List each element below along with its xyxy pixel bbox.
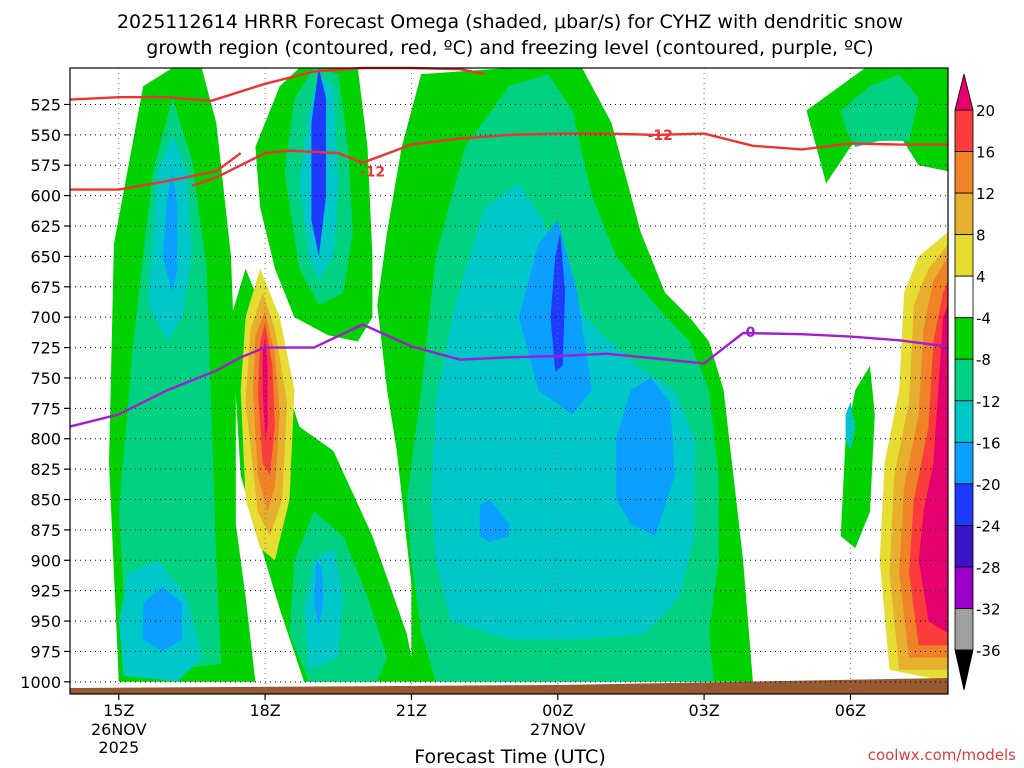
colorbar-label--8: -8 xyxy=(976,351,991,369)
colorbar-swatch xyxy=(954,483,974,526)
colorbar-label-8: 8 xyxy=(976,227,986,245)
y-tick-label-850: 850 xyxy=(30,491,61,510)
colorbar-swatch xyxy=(954,524,974,568)
y-tick-label-875: 875 xyxy=(30,521,61,540)
y-tick-label-700: 700 xyxy=(30,308,61,327)
colorbar-swatch xyxy=(954,608,974,651)
y-tick-label-650: 650 xyxy=(30,247,61,266)
y-tick-label-900: 900 xyxy=(30,551,61,570)
contour-label-freezing_level: 0 xyxy=(746,325,756,341)
x-tick-date-00Z: 27NOV xyxy=(530,720,586,739)
omega-region-1 xyxy=(118,98,222,676)
x-tick-label-00Z: 00Z xyxy=(542,701,573,720)
x-tick-label-15Z: 15Z xyxy=(103,701,134,720)
y-tick-label-800: 800 xyxy=(30,430,61,449)
colorbar-label--20: -20 xyxy=(976,476,1001,494)
colorbar-swatch xyxy=(954,400,974,443)
y-tick-label-525: 525 xyxy=(30,95,61,114)
chart-title-line-2: growth region (contoured, red, ºC) and f… xyxy=(146,37,873,59)
colorbar-max-arrow xyxy=(954,73,974,111)
y-tick-label-1000: 1000 xyxy=(20,673,61,692)
y-tick-label-950: 950 xyxy=(30,612,61,631)
y-tick-label-625: 625 xyxy=(30,217,61,236)
colorbar-label-20: 20 xyxy=(976,102,995,120)
y-tick-label-975: 975 xyxy=(30,642,61,661)
omega-region-13 xyxy=(313,560,324,628)
colorbar-swatch xyxy=(954,151,974,194)
omega-region-18 xyxy=(616,378,675,536)
colorbar-label--12: -12 xyxy=(976,393,1001,411)
colorbar-label--36: -36 xyxy=(976,642,1001,660)
terrain-fill xyxy=(70,678,948,694)
contour-dgz_mid xyxy=(191,132,948,188)
colorbar-label-16: 16 xyxy=(976,144,995,162)
chart-title-line-1: 2025112614 HRRR Forecast Omega (shaded, … xyxy=(117,11,903,33)
contour-dgz_low xyxy=(70,152,242,191)
colorbar-label-12: 12 xyxy=(976,185,995,203)
colorbar-swatch xyxy=(954,358,974,402)
omega-region-9 xyxy=(311,68,327,257)
omega-region-29 xyxy=(918,305,948,634)
y-tick-label-825: 825 xyxy=(30,460,61,479)
colorbar-label--24: -24 xyxy=(976,517,1001,535)
omega-region-19 xyxy=(479,499,509,543)
colorbar-label-4: 4 xyxy=(976,268,986,286)
y-tick-label-675: 675 xyxy=(30,278,61,297)
omega-region-20 xyxy=(550,232,566,372)
colorbar-swatch xyxy=(954,109,974,152)
colorbar-label--16: -16 xyxy=(976,434,1001,452)
x-tick-label-18Z: 18Z xyxy=(249,701,280,720)
plot-frame xyxy=(69,67,949,695)
colorbar-swatch xyxy=(954,317,974,360)
colorbar: 20 16 12 8 4 -4 -8 -12 -16 -20 -24 -28 -32 -36 xyxy=(954,73,1001,691)
y-tick-label-775: 775 xyxy=(30,399,61,418)
contour-freezing_level xyxy=(69,323,949,428)
omega-region-22 xyxy=(840,74,919,147)
colorbar-label--28: -28 xyxy=(976,559,1001,577)
omega-region-3 xyxy=(162,171,178,293)
terrain-ground xyxy=(70,678,948,694)
colorbar-swatch xyxy=(954,275,974,319)
y-tick-label-925: 925 xyxy=(30,582,61,601)
x-tick-label-06Z: 06Z xyxy=(835,701,866,720)
omega-region-23 xyxy=(840,365,875,549)
omega-region-5 xyxy=(143,587,183,652)
x-tick-year-15Z: 2025 xyxy=(98,738,139,757)
x-tick-label-21Z: 21Z xyxy=(396,701,427,720)
colorbar-min-arrow xyxy=(954,649,974,691)
x-tick-label-03Z: 03Z xyxy=(688,701,719,720)
contour-label-dgz_mid: -12 xyxy=(360,164,385,180)
y-tick-label-750: 750 xyxy=(30,369,61,388)
colorbar-label--4: -4 xyxy=(976,310,991,328)
y-axis: 525 550 575 600 625 650 675 700 725 750 775 800 825 8… xyxy=(20,95,70,692)
y-tick-label-600: 600 xyxy=(30,187,61,206)
colorbar-swatch xyxy=(954,566,974,609)
y-tick-label-550: 550 xyxy=(30,126,61,145)
colorbar-swatch xyxy=(954,192,974,236)
x-axis-label: Forecast Time (UTC) xyxy=(414,746,605,768)
colorbar-label--32: -32 xyxy=(976,600,1001,618)
y-tick-label-575: 575 xyxy=(30,156,61,175)
credit-text: coolwx.com/models xyxy=(868,746,1016,764)
plot-area: -12-120 xyxy=(69,66,949,695)
omega-region-24 xyxy=(845,402,856,451)
omega-shading xyxy=(109,68,948,682)
colorbar-swatch xyxy=(954,234,974,277)
omega-region-12 xyxy=(304,548,344,670)
y-tick-label-725: 725 xyxy=(30,339,61,358)
colorbar-swatch xyxy=(954,441,974,485)
omega-region-34 xyxy=(262,335,268,439)
x-tick-date-15Z: 26NOV xyxy=(91,720,147,739)
